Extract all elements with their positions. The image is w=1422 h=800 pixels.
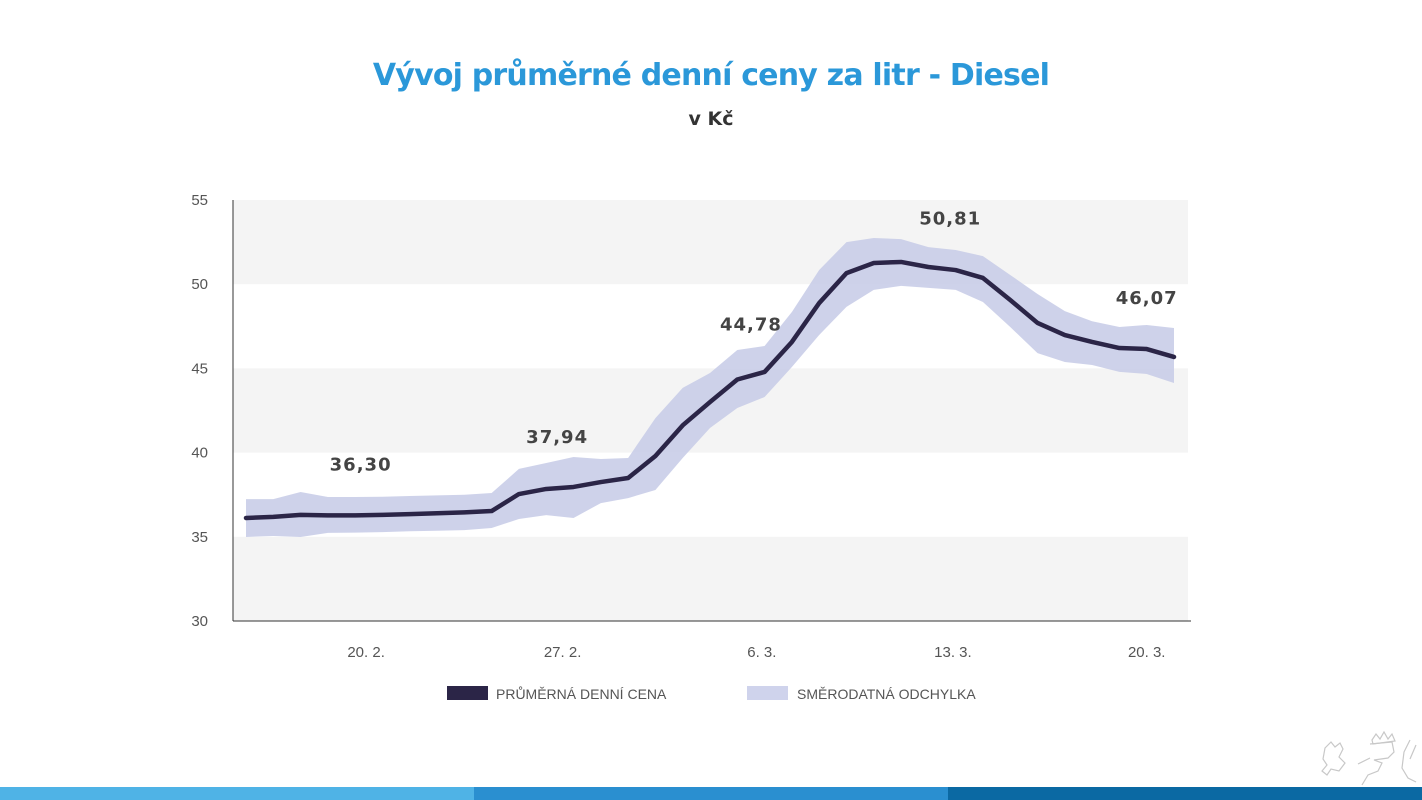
data-label: 50,81 xyxy=(919,208,981,229)
lion-logo xyxy=(1321,730,1417,786)
legend: PRŮMĚRNÁ DENNÍ CENA SMĚRODATNÁ ODCHYLKA xyxy=(447,685,976,702)
data-label: 44,78 xyxy=(720,315,782,336)
y-tick-label: 40 xyxy=(191,445,208,462)
legend-swatch-sd xyxy=(747,686,788,700)
grid-band xyxy=(233,200,1188,285)
footer-bar-2 xyxy=(474,787,948,800)
x-tick-label: 27. 2. xyxy=(544,644,582,661)
data-label: 46,07 xyxy=(1116,288,1178,309)
chart-subtitle: v Kč xyxy=(688,108,734,130)
data-label: 36,30 xyxy=(330,454,392,475)
legend-swatch-mean xyxy=(447,686,488,700)
std-deviation-band xyxy=(246,238,1174,537)
data-label: 37,94 xyxy=(526,427,588,448)
legend-label-mean: PRŮMĚRNÁ DENNÍ CENA xyxy=(496,685,667,702)
y-tick-label: 50 xyxy=(191,276,208,293)
x-tick-label: 13. 3. xyxy=(934,644,972,661)
x-tick-label: 6. 3. xyxy=(747,644,776,661)
y-tick-label: 35 xyxy=(191,529,208,546)
chart-title: Vývoj průměrné denní ceny za litr - Dies… xyxy=(372,58,1050,93)
x-tick-label: 20. 3. xyxy=(1128,644,1166,661)
legend-label-sd: SMĚRODATNÁ ODCHYLKA xyxy=(797,686,976,702)
footer-bar-3 xyxy=(948,787,1422,800)
grid-band xyxy=(233,536,1188,621)
y-tick-label: 45 xyxy=(191,360,208,377)
y-tick-label: 30 xyxy=(191,613,208,630)
footer-bar-1 xyxy=(0,787,474,800)
y-tick-label: 55 xyxy=(191,192,208,209)
x-tick-label: 20. 2. xyxy=(347,644,385,661)
